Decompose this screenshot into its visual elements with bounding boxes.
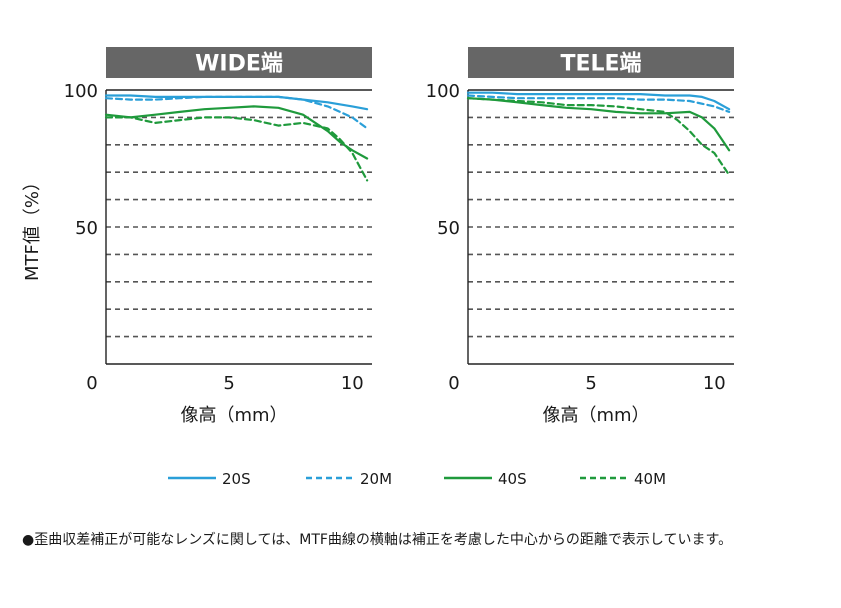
x-tick-label: 0 (86, 373, 97, 394)
legend-label-40S: 40S (498, 470, 527, 488)
y-axis-label: MTF値（%） (22, 173, 43, 281)
y-tick-label: 100 (426, 81, 460, 102)
x-axis-label: 像高（mm） (542, 405, 649, 426)
series-line-20S (466, 91, 731, 111)
legend-label-40M: 40M (634, 470, 666, 488)
y-tick-label: 100 (64, 81, 98, 102)
series-line-40S (104, 105, 369, 160)
y-tick-label: 50 (75, 218, 98, 239)
legend-label-20M: 20M (360, 470, 392, 488)
panel-title: WIDE端 (195, 52, 283, 77)
x-tick-label: 10 (703, 373, 726, 394)
mtf-panel-0: WIDE端 100 50 0 5 10 像高（mm） MTF値（%） (22, 47, 372, 426)
x-tick-label: 10 (341, 373, 364, 394)
x-tick-label: 0 (448, 373, 459, 394)
mtf-panel-1: TELE端 100 50 0 5 10 像高（mm） (426, 47, 734, 426)
legend-label-20S: 20S (222, 470, 251, 488)
panel-title-bar (468, 47, 734, 78)
panel-title-bar (106, 47, 372, 78)
footnote: ●歪曲収差補正が可能なレンズに関しては、MTF曲線の横軸は補正を考慮した中心から… (22, 532, 733, 548)
panel-title: TELE端 (560, 52, 641, 77)
x-axis-label: 像高（mm） (180, 405, 287, 426)
series-line-20M (466, 94, 731, 114)
series-line-20M (104, 95, 369, 130)
legend: 20S 20M 40S 40M (168, 470, 666, 488)
series-line-40M (104, 116, 369, 182)
x-tick-label: 5 (585, 373, 596, 394)
y-tick-label: 50 (437, 218, 460, 239)
series-line-40S (466, 97, 731, 152)
series-line-40M (466, 97, 731, 176)
x-tick-label: 5 (223, 373, 234, 394)
